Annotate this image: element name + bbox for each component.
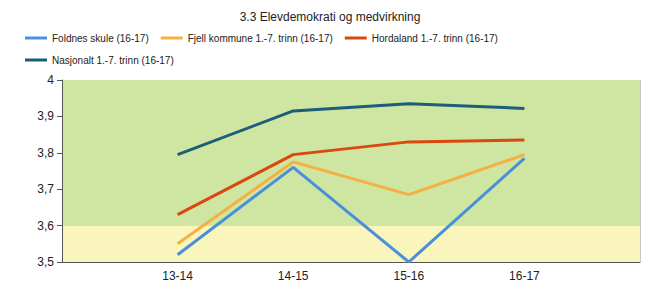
svg-text:3,5: 3,5 <box>37 255 54 269</box>
svg-text:14-15: 14-15 <box>278 269 309 283</box>
svg-text:16-17: 16-17 <box>509 269 540 283</box>
svg-text:3,9: 3,9 <box>37 109 54 123</box>
svg-text:Fjell kommune 1.-7. trinn (16-: Fjell kommune 1.-7. trinn (16-17) <box>188 33 333 44</box>
svg-text:15-16: 15-16 <box>393 269 424 283</box>
svg-text:Nasjonalt 1.-7. trinn (16-17): Nasjonalt 1.-7. trinn (16-17) <box>52 55 174 66</box>
svg-text:13-14: 13-14 <box>162 269 193 283</box>
svg-text:3,7: 3,7 <box>37 182 54 196</box>
svg-text:Hordaland 1.-7. trinn (16-17): Hordaland 1.-7. trinn (16-17) <box>372 33 498 44</box>
svg-text:3,8: 3,8 <box>37 146 54 160</box>
svg-text:Foldnes skule (16-17): Foldnes skule (16-17) <box>52 33 149 44</box>
svg-text:3,6: 3,6 <box>37 219 54 233</box>
svg-text:3.3 Elevdemokrati og medvirkni: 3.3 Elevdemokrati og medvirkning <box>240 10 421 24</box>
svg-text:4: 4 <box>47 73 54 87</box>
